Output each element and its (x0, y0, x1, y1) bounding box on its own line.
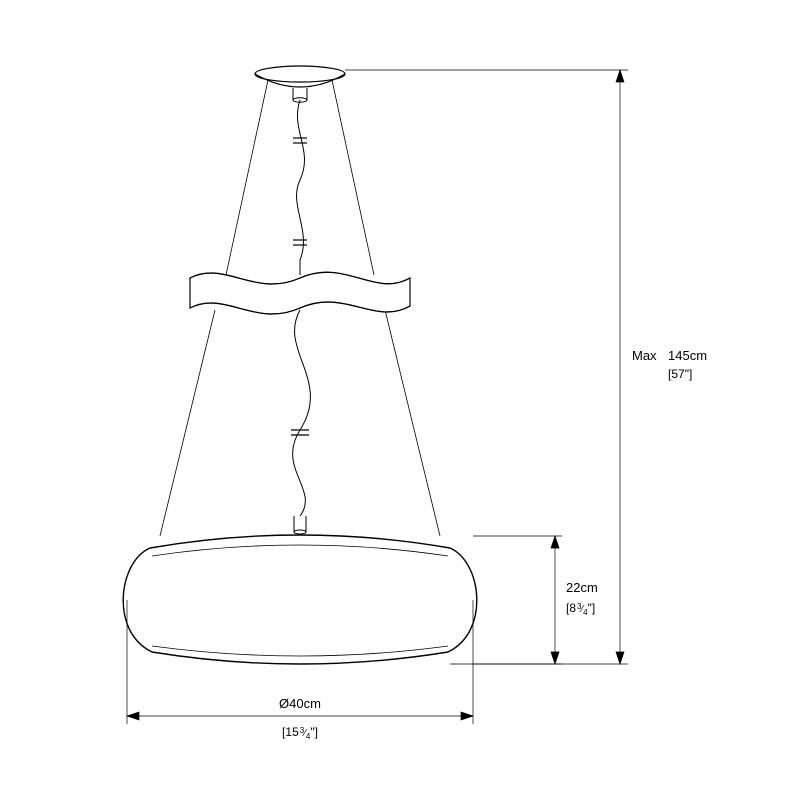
shade-height-cm-label: 22cm (566, 580, 598, 595)
total-height-inch-label: [57"] (668, 367, 692, 381)
lamp-shade (123, 535, 477, 664)
shade-height-inch-label: [83⁄4"] (566, 601, 595, 617)
cord-entry (294, 516, 306, 534)
dimension-total-height (345, 70, 628, 664)
dimension-shade-height (473, 536, 562, 664)
diameter-cm-label: Ø40cm (279, 696, 321, 711)
pendant-lamp-dimension-drawing: Ø40cm [153⁄4"] 22cm [83⁄4"] Max 145cm [5… (0, 0, 800, 800)
total-height-prefix-label: Max (632, 348, 657, 363)
diameter-inch-label: [153⁄4"] (282, 725, 318, 741)
ceiling-canopy (255, 66, 345, 102)
total-height-cm-label: 145cm (668, 348, 707, 363)
length-break-mark (190, 272, 410, 314)
